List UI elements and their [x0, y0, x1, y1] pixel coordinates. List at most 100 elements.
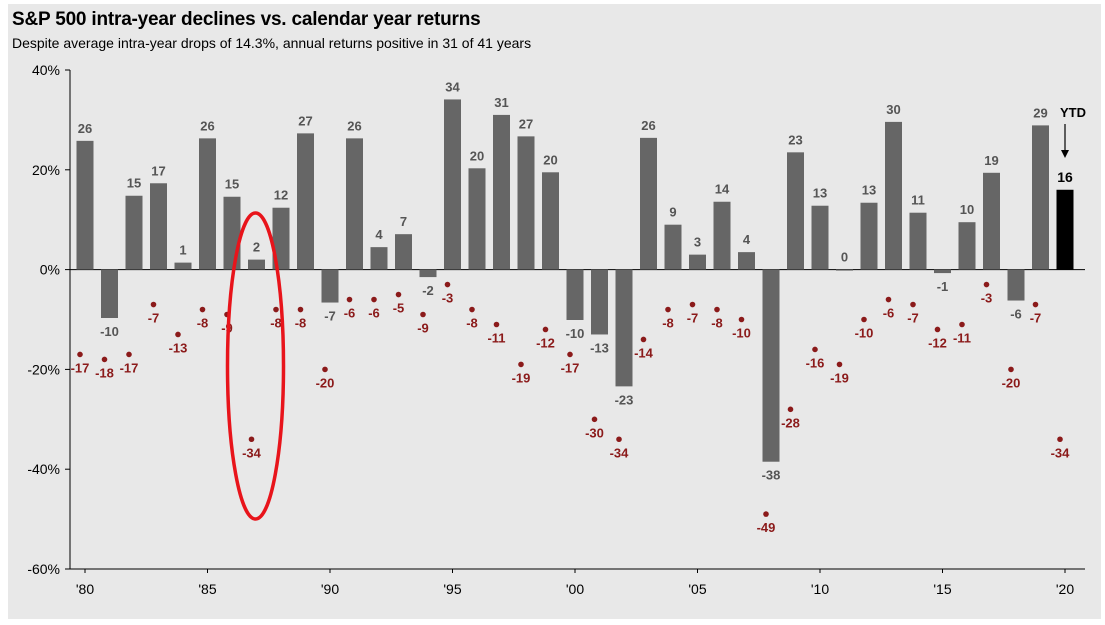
return-bars: 26-1015171261521227-72647-23420312720-10…	[76, 79, 1074, 483]
chart-panel	[8, 4, 1101, 619]
x-tick-label: '95	[443, 581, 461, 597]
return-label-1999: 20	[543, 152, 557, 167]
return-label-1996: 20	[470, 148, 484, 163]
decline-label-1981: -18	[95, 365, 114, 380]
return-label-1993: 7	[400, 214, 407, 229]
return-bar-1986	[223, 196, 241, 270]
x-tick-label: '10	[811, 581, 829, 597]
decline-label-1991: -6	[344, 306, 356, 321]
return-label-2005: 3	[694, 235, 701, 250]
return-bar-2012	[860, 202, 878, 270]
return-bar-1991	[346, 138, 363, 270]
decline-label-1980: -17	[71, 360, 90, 375]
decline-label-1983: -7	[148, 311, 160, 326]
y-tick-label: 20%	[32, 162, 60, 178]
return-label-1984: 1	[179, 243, 186, 258]
return-label-2012: 13	[862, 183, 876, 198]
y-tick-label: 0%	[40, 262, 60, 278]
decline-dot-1999	[542, 326, 549, 333]
decline-dot-1996	[469, 306, 475, 313]
return-label-1994: -2	[422, 283, 434, 298]
return-bar-2003	[640, 137, 657, 270]
return-bar-2016	[958, 222, 976, 270]
return-label-2016: 10	[960, 202, 974, 217]
decline-dot-2015	[934, 326, 941, 333]
return-bar-1995	[444, 99, 461, 270]
decline-label-1993: -5	[393, 301, 405, 316]
return-bar-2015	[934, 269, 951, 274]
return-label-1985: 26	[200, 118, 214, 133]
decline-dot-2008	[763, 511, 769, 517]
decline-dot-2017	[983, 281, 990, 288]
decline-label-1998: -19	[512, 370, 531, 385]
chart-title: S&P 500 intra-year declines vs. calendar…	[12, 9, 481, 30]
decline-dot-2006	[714, 306, 720, 313]
decline-dot-2009	[787, 406, 794, 413]
return-label-1995: 34	[445, 79, 460, 94]
return-bar-1998	[517, 136, 535, 270]
return-label-2001: -13	[590, 340, 609, 355]
return-label-2006: 14	[715, 182, 730, 197]
decline-label-2019: -7	[1030, 311, 1042, 326]
decline-dot-2003	[640, 336, 647, 343]
return-label-2017: 19	[984, 153, 998, 168]
decline-dot-1989	[297, 306, 304, 313]
return-bar-2018	[1007, 269, 1025, 301]
decline-label-2020: -34	[1051, 445, 1071, 460]
decline-label-2007: -10	[732, 326, 751, 341]
x-tick-label: '80	[76, 581, 94, 597]
decline-dot-1991	[346, 296, 353, 303]
y-tick-label: -60%	[27, 561, 60, 577]
decline-label-1987: -34	[242, 445, 262, 460]
return-bar-1983	[150, 183, 167, 270]
decline-label-1985: -8	[197, 316, 209, 331]
return-bar-1981	[101, 269, 118, 319]
return-label-2020: 16	[1057, 169, 1073, 185]
return-label-2014: 11	[911, 193, 925, 208]
decline-label-2003: -14	[634, 345, 654, 360]
decline-dot-1994	[420, 311, 426, 318]
decline-dot-2012	[861, 316, 867, 323]
return-bar-2009	[787, 152, 804, 270]
decline-label-2012: -10	[855, 326, 874, 341]
decline-label-1984: -13	[169, 340, 188, 355]
decline-label-1996: -8	[466, 316, 478, 331]
return-bar-2020	[1056, 189, 1074, 270]
return-label-1983: 17	[151, 163, 165, 178]
return-label-1981: -10	[100, 324, 119, 339]
decline-label-2004: -8	[662, 316, 674, 331]
decline-label-2008: -49	[757, 520, 776, 535]
decline-dot-1985	[199, 306, 206, 313]
annotations: YTD	[225, 105, 1086, 521]
decline-label-1994: -9	[417, 321, 429, 336]
decline-dots: -17 -18 -17-7-13-8 -9-34-8 -8-20-6 -6 -5-9-3-8…	[71, 281, 1071, 535]
return-bar-2008	[762, 269, 780, 462]
return-label-1988: 12	[274, 188, 288, 203]
return-bar-1999	[542, 172, 559, 270]
x-tick-label: '90	[321, 581, 339, 597]
y-tick-label: -40%	[27, 461, 60, 477]
return-label-2000: -10	[566, 326, 585, 341]
return-bar-1988	[272, 207, 290, 270]
decline-dot-1997	[493, 321, 500, 328]
decline-dot-2005	[689, 301, 696, 308]
decline-label-2001: -30	[585, 425, 604, 440]
return-label-1980: 26	[78, 121, 92, 136]
return-label-1992: 4	[375, 227, 383, 242]
return-label-2002: -23	[615, 392, 634, 407]
decline-dot-2007	[738, 316, 745, 323]
decline-dot-2020	[1057, 436, 1063, 443]
return-label-1989: 27	[298, 113, 312, 128]
return-label-1990: -7	[324, 309, 336, 324]
decline-dot-1982	[126, 351, 132, 358]
decline-dot-1998	[518, 361, 524, 368]
return-bar-2007	[738, 252, 755, 270]
return-bar-2005	[689, 254, 706, 270]
decline-label-2005: -7	[687, 311, 699, 326]
decline-label-2009: -28	[781, 415, 800, 430]
return-bar-1987	[248, 259, 265, 270]
decline-label-2000: -17	[561, 360, 580, 375]
return-bar-2014	[909, 212, 927, 270]
decline-label-1997: -11	[487, 330, 505, 345]
return-label-2009: 23	[788, 132, 802, 147]
